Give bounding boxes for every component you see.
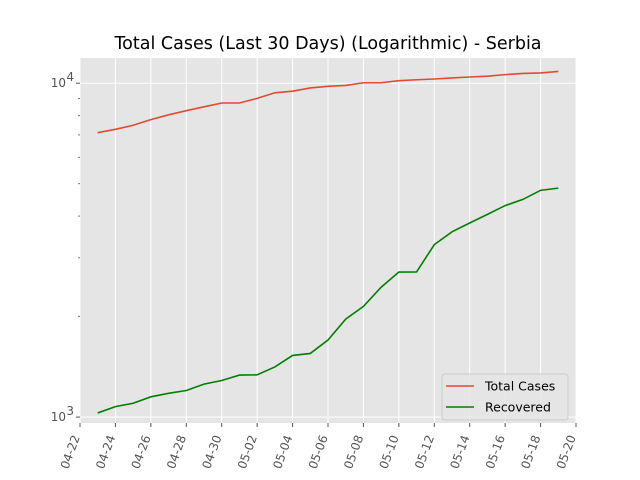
x-tick-label: 05-10	[377, 433, 402, 471]
y-tick-label-exponent: 4	[66, 70, 74, 84]
x-tick-label: 04-30	[199, 433, 224, 471]
legend: Total Cases Recovered	[441, 373, 569, 421]
x-tick-label: 04-28	[164, 433, 189, 471]
x-tick-label: 05-04	[270, 433, 295, 471]
x-tick-label: 05-08	[341, 433, 366, 471]
y-tick-label-exponent: 3	[66, 404, 74, 418]
series-lines	[97, 70, 559, 414]
series-line-total-cases	[97, 70, 559, 134]
x-tick-label: 04-26	[129, 433, 154, 471]
x-tick-label: 05-20	[554, 433, 579, 471]
legend-label-recovered: Recovered	[485, 400, 551, 415]
x-tick-label: 05-06	[306, 433, 331, 471]
legend-label-total-cases: Total Cases	[484, 379, 555, 394]
series-line-recovered	[97, 187, 559, 414]
y-tick-label: 10	[51, 76, 66, 90]
y-tick-label: 10	[51, 410, 66, 424]
chart-title: Total Cases (Last 30 Days) (Logarithmic)…	[113, 34, 541, 54]
x-tick-label: 04-22	[58, 433, 83, 471]
x-axis-ticks: 04-22 04-24 04-26 04-28 04-30 05-02 05-04 05-06…	[58, 423, 579, 471]
x-tick-label: 05-14	[447, 433, 472, 471]
x-tick-label: 05-02	[235, 433, 260, 471]
x-tick-label: 05-16	[483, 433, 508, 471]
x-tick-label: 05-18	[518, 433, 543, 471]
x-tick-label: 04-24	[93, 433, 118, 471]
x-tick-label: 05-12	[412, 433, 437, 471]
